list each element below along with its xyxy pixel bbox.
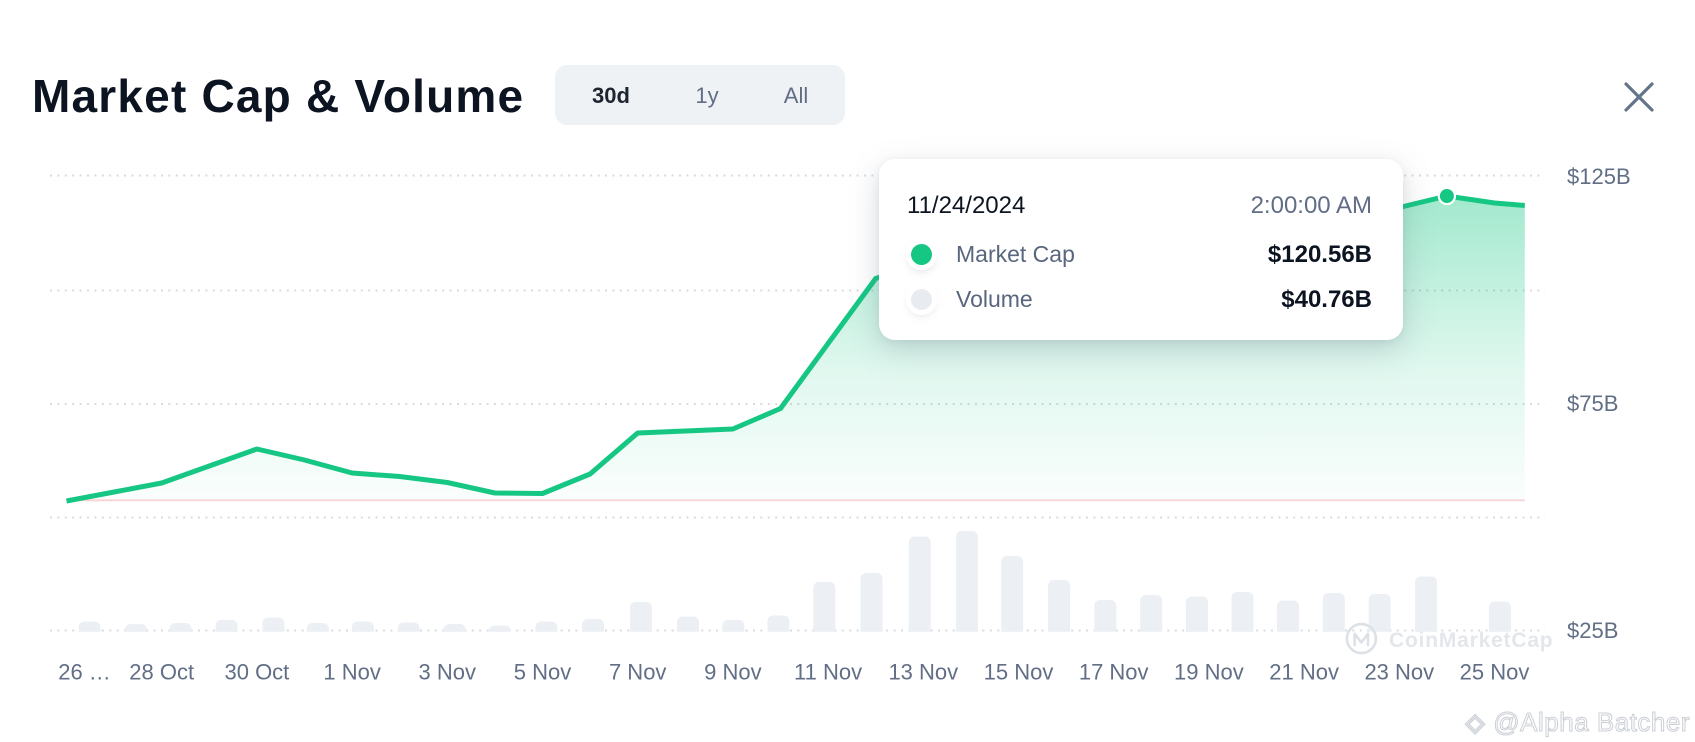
svg-text:13 Nov: 13 Nov (888, 660, 958, 685)
svg-text:23 Nov: 23 Nov (1364, 660, 1434, 685)
svg-text:3 Nov: 3 Nov (419, 660, 476, 685)
svg-text:$75B: $75B (1567, 391, 1618, 416)
svg-text:28 Oct: 28 Oct (129, 660, 194, 685)
svg-text:1 Nov: 1 Nov (323, 660, 380, 685)
svg-text:7 Nov: 7 Nov (609, 660, 666, 685)
svg-text:21 Nov: 21 Nov (1269, 660, 1339, 685)
svg-text:5 Nov: 5 Nov (514, 660, 571, 685)
svg-text:19 Nov: 19 Nov (1174, 660, 1244, 685)
svg-text:17 Nov: 17 Nov (1079, 660, 1149, 685)
svg-text:15 Nov: 15 Nov (984, 660, 1054, 685)
svg-text:11 Nov: 11 Nov (794, 660, 862, 685)
svg-text:$25B: $25B (1567, 618, 1618, 643)
svg-text:9 Nov: 9 Nov (704, 660, 761, 685)
svg-text:30 Oct: 30 Oct (224, 660, 289, 685)
svg-text:CoinMarketCap: CoinMarketCap (1389, 629, 1553, 652)
svg-text:25 Nov: 25 Nov (1460, 660, 1530, 685)
svg-text:$125B: $125B (1567, 164, 1631, 189)
svg-text:26 …: 26 … (58, 660, 111, 685)
